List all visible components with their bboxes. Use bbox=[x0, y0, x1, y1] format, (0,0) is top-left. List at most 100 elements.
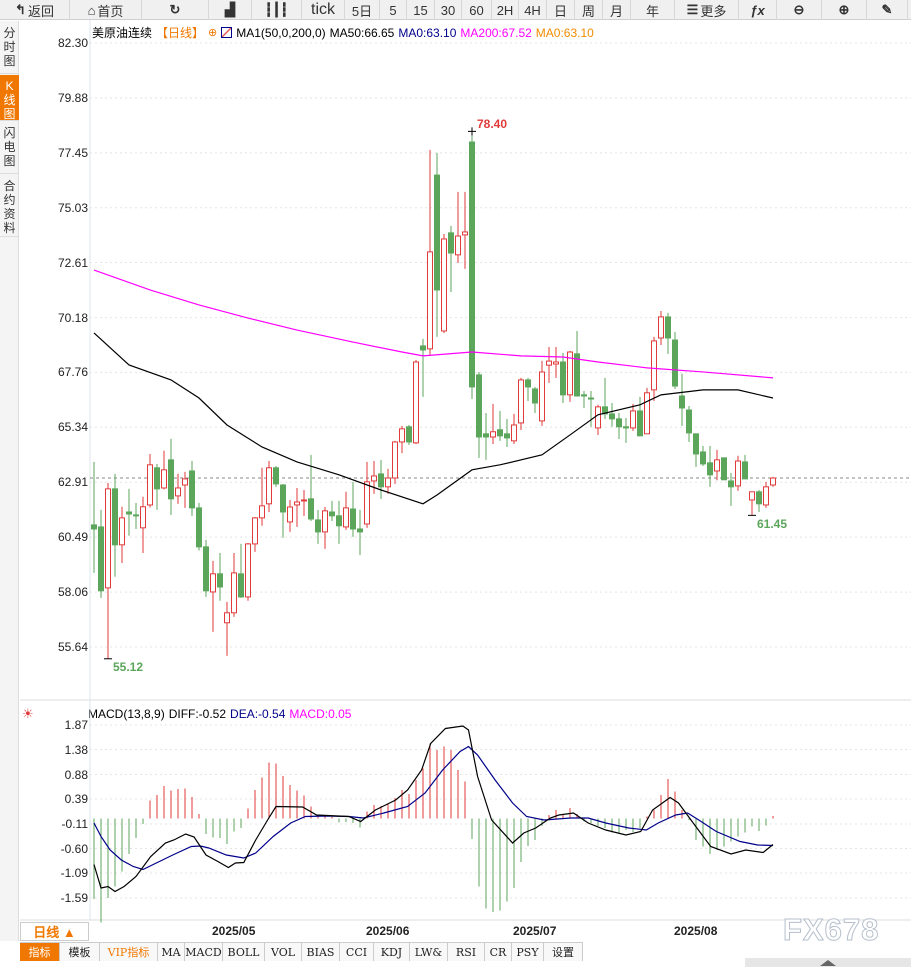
indicator-tab-kdj[interactable]: KDJ bbox=[374, 943, 410, 961]
candle-up bbox=[105, 488, 111, 589]
high-price-label: 78.40 bbox=[477, 117, 508, 131]
date-tick-label: 2025/05 bbox=[212, 924, 256, 938]
indicator-tab-ma[interactable]: MA bbox=[158, 943, 185, 961]
toolbar-button-60[interactable]: 60 bbox=[462, 0, 492, 20]
toolbar-label: 2H bbox=[496, 2, 514, 18]
watermark-logo: FX678 bbox=[782, 912, 880, 948]
sidebar-tab-kline[interactable]: K线图 bbox=[0, 75, 19, 121]
toolbar-button-周[interactable]: 周 bbox=[575, 0, 603, 20]
toolbar-button-返回[interactable]: ↰ 返回 bbox=[0, 0, 70, 20]
toolbar-button-fx[interactable]: ƒx bbox=[739, 0, 777, 20]
toolbar-button-4H[interactable]: 4H bbox=[519, 0, 547, 20]
toolbar-label: 日 bbox=[553, 3, 567, 19]
toolbar-button-5日[interactable]: 5日 bbox=[345, 0, 380, 20]
sidebar-tab-flash[interactable]: 闪电图 bbox=[0, 122, 19, 174]
candle-up bbox=[392, 441, 398, 479]
indicator-tab-bias[interactable]: BIAS bbox=[302, 943, 340, 961]
sun-icon[interactable]: ☀ bbox=[22, 706, 34, 721]
indicator-tab-设置[interactable]: 设置 bbox=[544, 943, 583, 961]
toolbar-label: 返回 bbox=[27, 3, 54, 19]
candle-down bbox=[637, 410, 643, 437]
candle-up bbox=[343, 507, 349, 528]
candle-up bbox=[455, 235, 461, 256]
candle-up bbox=[266, 467, 272, 505]
indicator-tab-rsi[interactable]: RSI bbox=[448, 943, 485, 961]
toolbar-label: 更多 bbox=[700, 3, 727, 19]
indicator-tab-vip指标[interactable]: VIP指标 bbox=[100, 943, 158, 961]
indicator-tab-vol[interactable]: VOL bbox=[265, 943, 302, 961]
toolbar-label: 周 bbox=[581, 3, 595, 19]
candle-up bbox=[714, 459, 720, 472]
toolbar-label: tick bbox=[311, 1, 335, 18]
candle-down bbox=[707, 462, 713, 476]
indicator-tab-boll[interactable]: BOLL bbox=[223, 943, 265, 961]
toolbar-button-月[interactable]: 月 bbox=[603, 0, 631, 20]
candle-down bbox=[672, 339, 678, 387]
candle-up bbox=[518, 379, 524, 424]
candle-down bbox=[434, 174, 440, 291]
candle-down bbox=[623, 426, 629, 429]
scroll-up-icon[interactable] bbox=[820, 960, 836, 966]
candle-down bbox=[329, 511, 335, 517]
toolbar-label: 30 bbox=[440, 2, 456, 18]
toolbar-button-30[interactable]: 30 bbox=[435, 0, 462, 20]
candle-down bbox=[525, 379, 531, 388]
candle-up bbox=[259, 505, 265, 519]
toolbar-button-zoom-in[interactable]: ⊕ bbox=[822, 0, 867, 20]
toolbar-button-日[interactable]: 日 bbox=[547, 0, 575, 20]
toolbar-button-15[interactable]: 15 bbox=[407, 0, 435, 20]
toolbar-button-candlestick[interactable]: ┇┃┇ bbox=[252, 0, 302, 20]
sidebar-tab-timeshare[interactable]: 分时图 bbox=[0, 22, 19, 74]
toolbar-button-年[interactable]: 年 bbox=[631, 0, 675, 20]
candle-down bbox=[336, 515, 342, 527]
candle-up bbox=[763, 486, 769, 506]
price-tick-label: 67.76 bbox=[57, 365, 88, 380]
toolbar-button-refresh[interactable]: ↻ bbox=[142, 0, 209, 20]
toolbar-label: 月 bbox=[609, 3, 623, 19]
sidebar-tab-contract-info[interactable]: 合约资料 bbox=[0, 175, 19, 237]
toolbar-button-2H[interactable]: 2H bbox=[492, 0, 519, 20]
indicator-settings-icon[interactable] bbox=[221, 27, 233, 38]
indicator-tab-cci[interactable]: CCI bbox=[340, 943, 374, 961]
candle-down bbox=[665, 316, 671, 339]
candle-down bbox=[497, 429, 503, 437]
toolbar-button-tick[interactable]: tick bbox=[302, 0, 345, 20]
candle-down bbox=[756, 491, 762, 505]
toolbar-button-5[interactable]: 5 bbox=[380, 0, 407, 20]
price-tick-label: 55.64 bbox=[57, 640, 88, 654]
toolbar-button-pen[interactable]: ✎ bbox=[867, 0, 908, 20]
candle-down bbox=[406, 426, 412, 443]
indicator-tab-指标[interactable]: 指标 bbox=[20, 943, 60, 961]
indicator-tab-psy[interactable]: PSY bbox=[512, 943, 544, 961]
toolbar-button-首页[interactable]: ⌂ 首页 bbox=[70, 0, 142, 20]
indicator-tab-模板[interactable]: 模板 bbox=[60, 943, 100, 961]
macd-tick-label: -0.11 bbox=[61, 817, 88, 831]
indicator-tab-lw&[interactable]: LW& bbox=[410, 943, 448, 961]
toolbar-button-zoom-out[interactable]: ⊖ bbox=[777, 0, 822, 20]
scrollbar[interactable] bbox=[745, 958, 911, 967]
candle-down bbox=[483, 433, 489, 438]
indicator-tab-macd[interactable]: MACD bbox=[185, 943, 223, 961]
candle-up bbox=[175, 487, 181, 497]
candle-down bbox=[196, 507, 202, 548]
macd-tick-label: -1.09 bbox=[60, 866, 88, 880]
back-arrow-icon: ↰ bbox=[15, 2, 26, 17]
zoom-out-icon: ⊖ bbox=[793, 2, 805, 17]
candle-up bbox=[658, 316, 664, 339]
crosshair-toggle-icon[interactable]: ⊕ bbox=[208, 27, 218, 39]
toolbar-label: 4H bbox=[524, 2, 541, 18]
indicator-tab-cr[interactable]: CR bbox=[485, 943, 512, 961]
candlestick-icon: ┇┃┇ bbox=[264, 2, 289, 17]
candle-down bbox=[126, 511, 132, 515]
ma-indicator-name: MA1(50,0,200,0) bbox=[236, 25, 326, 40]
toolbar-button-bar-chart[interactable]: ▟ bbox=[209, 0, 252, 20]
candle-up bbox=[413, 361, 419, 444]
toolbar-button-更多[interactable]: ☰ 更多 bbox=[675, 0, 739, 20]
candle-up bbox=[371, 475, 377, 482]
candle-down bbox=[378, 473, 384, 488]
symbol-name: 美原油连续 bbox=[92, 26, 153, 40]
candle-down bbox=[168, 459, 174, 500]
period-button[interactable]: 日线 ▲ bbox=[20, 922, 89, 941]
candle-up bbox=[252, 517, 258, 545]
